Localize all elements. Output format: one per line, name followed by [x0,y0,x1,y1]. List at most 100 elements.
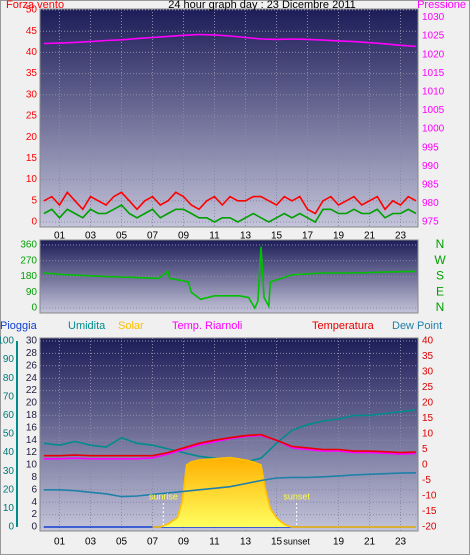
y2-tick-label: 20 [422,398,434,409]
y3-tick-label: 2 [31,509,37,520]
legend-entry: Pioggia [0,320,38,332]
y2-tick-label: N [436,237,445,251]
x-tick-label: 23 [395,537,407,548]
x-tick-label: 05 [116,231,128,242]
y-tick-label: 40 [3,447,15,458]
series-line [44,433,417,457]
y-tick-label: 10 [3,503,15,514]
y2-tick-label: 1005 [422,105,445,116]
y-tick-label: 45 [26,26,38,37]
y2-tick-label: -10 [422,491,437,502]
series-line [43,203,417,224]
y3-tick-label: 14 [26,435,38,446]
x-tick-label: 17 [302,231,314,242]
y3-tick-label: 4 [31,497,37,508]
y3-tick-label: 6 [31,484,37,495]
x-tick-label: 03 [85,537,97,548]
series-line [152,456,416,528]
y-tick-label: 100 [0,336,14,347]
series-line [43,33,417,48]
x-tick-label: 07 [147,231,159,242]
y2-tick-label: 35 [422,351,434,362]
y2-tick-label: 1015 [422,68,445,79]
y-tick-label: 270 [20,255,37,266]
x-tick-label: 03 [85,231,97,242]
series-line [43,190,417,215]
event-label: sunrise [149,491,178,501]
legend-entry: Temperatura [312,320,375,332]
y2-tick-label: 975 [422,217,439,228]
x-tick-label: 21 [364,537,376,548]
x-tick-label: 21 [364,231,376,242]
y-tick-label: 0 [8,522,14,533]
event-label: sunset [283,491,310,501]
y-tick-label: 20 [26,132,38,143]
series-line [43,246,417,310]
x-tick-label: 09 [178,537,190,548]
y-tick-label: 20 [3,484,15,495]
y2-tick-label: -15 [422,506,437,517]
x-tick-label: 11 [209,537,220,548]
y-tick-label: 90 [26,287,38,298]
y2-tick-label: S [436,269,444,283]
y-tick-label: 0 [31,217,37,228]
y2-tick-label: 995 [422,142,439,153]
y3-tick-label: 28 [26,348,38,359]
x-tick-label: 23 [395,231,407,242]
y-tick-label: 180 [20,271,37,282]
y-tick-label: 35 [26,68,38,79]
plot-area [39,8,419,228]
y3-tick-label: 10 [26,460,38,471]
y-tick-label: 30 [3,466,15,477]
y2-tick-label: 15 [422,413,434,424]
x-tick-label: 11 [209,231,220,242]
y3-tick-label: 0 [31,522,37,533]
x-tick-label: 09 [178,231,190,242]
y-tick-label: 70 [3,391,15,402]
y3-tick-label: 20 [26,398,38,409]
event-axis-label: sunset [283,536,310,546]
y3-tick-label: 18 [26,410,38,421]
y-tick-label: 90 [3,354,15,365]
x-tick-label: 13 [240,537,252,548]
legend-entry: Solar [118,320,144,332]
x-tick-label: 19 [333,537,345,548]
legend-entry: Dew Point [392,320,442,332]
legend-entry: Umidita [68,320,106,332]
y3-tick-label: 22 [26,385,38,396]
y2-tick-label: 0 [422,460,428,471]
y2-tick-label: 25 [422,382,434,393]
y-tick-label: 60 [3,410,15,421]
y2-tick-label: 985 [422,179,439,190]
area-fill [152,457,416,527]
y2-tick-label: W [434,253,446,267]
x-tick-label: 15 [271,231,283,242]
x-tick-label: 01 [54,537,66,548]
y3-tick-label: 30 [26,336,38,347]
series-line [44,434,417,460]
y2-tick-label: 990 [422,161,439,172]
y-tick-label: 30 [26,89,38,100]
y3-tick-label: 24 [26,373,38,384]
x-tick-label: 07 [147,537,159,548]
chart-title: 24 hour graph day : 23 Dicembre 2011 [168,0,356,11]
y2-tick-label: 1025 [422,31,445,42]
y-tick-label: 10 [26,174,38,185]
y2-tick-label: 40 [422,336,434,347]
y-tick-label: 50 [26,5,38,16]
y-tick-label: 0 [31,303,37,314]
y2-tick-label: 1020 [422,49,445,60]
y2-tick-label: 1000 [422,124,445,135]
y2-tick-label: 10 [422,429,434,440]
series-line [44,472,417,498]
x-tick-label: 05 [116,537,128,548]
y2-tick-label: 5 [422,444,428,455]
y-tick-label: 5 [31,195,37,206]
y3-tick-label: 12 [26,447,38,458]
x-tick-label: 01 [54,231,66,242]
y3-tick-label: 8 [31,472,37,483]
y2-tick-label: N [436,300,445,314]
y2-tick-label: 1030 [422,12,445,23]
